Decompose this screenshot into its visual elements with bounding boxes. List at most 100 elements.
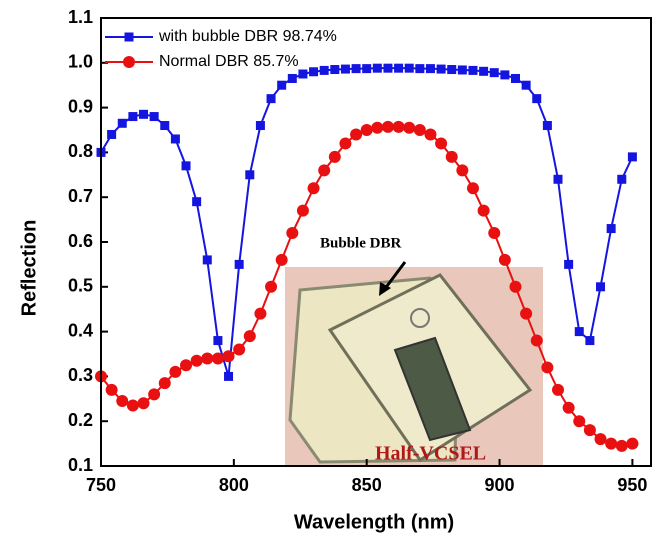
- x-tick-label: 800: [219, 475, 249, 495]
- y-tick-label: 0.6: [68, 231, 93, 251]
- marker: [328, 150, 341, 163]
- marker: [233, 343, 246, 356]
- marker: [381, 120, 394, 133]
- marker: [498, 253, 511, 266]
- marker: [180, 359, 193, 372]
- marker: [521, 80, 531, 90]
- marker: [436, 64, 446, 74]
- y-tick-label: 0.8: [68, 141, 93, 161]
- marker: [404, 63, 414, 73]
- marker: [350, 128, 363, 141]
- annotation: Half-VCSEL: [375, 443, 486, 465]
- marker: [585, 336, 595, 346]
- legend-marker: [124, 32, 134, 42]
- marker: [489, 68, 499, 78]
- y-axis-title: Reflection: [18, 220, 40, 317]
- marker: [318, 164, 331, 177]
- marker: [627, 152, 637, 162]
- marker: [192, 197, 202, 207]
- marker: [287, 73, 297, 83]
- marker: [424, 128, 437, 141]
- marker: [255, 121, 265, 131]
- marker: [562, 401, 575, 414]
- marker: [372, 63, 382, 73]
- marker: [413, 124, 426, 136]
- marker: [542, 121, 552, 131]
- marker: [275, 253, 288, 266]
- marker: [309, 67, 319, 77]
- x-tick-label: 750: [86, 475, 116, 495]
- marker: [222, 350, 235, 363]
- y-tick-label: 0.5: [68, 276, 93, 296]
- legend-label: with bubble DBR 98.74%: [158, 28, 337, 45]
- marker: [468, 65, 478, 75]
- marker: [107, 129, 117, 139]
- marker: [245, 170, 255, 180]
- marker: [394, 63, 404, 73]
- x-tick-label: 850: [352, 475, 382, 495]
- marker: [360, 124, 373, 136]
- legend-label: Normal DBR 85.7%: [159, 53, 299, 70]
- marker: [564, 259, 574, 269]
- x-tick-label: 950: [617, 475, 647, 495]
- plot-frame: [100, 17, 652, 467]
- marker: [169, 365, 182, 378]
- marker: [128, 112, 138, 122]
- marker: [615, 439, 628, 452]
- legend-marker: [123, 56, 135, 68]
- marker: [307, 182, 320, 195]
- marker: [509, 280, 522, 293]
- marker: [457, 65, 467, 75]
- marker: [201, 352, 214, 365]
- marker: [479, 66, 489, 76]
- marker: [552, 383, 565, 396]
- marker: [606, 224, 616, 234]
- marker: [330, 65, 340, 75]
- marker: [392, 120, 405, 133]
- marker: [445, 150, 458, 163]
- marker: [148, 388, 161, 401]
- marker: [181, 161, 191, 171]
- marker: [265, 280, 278, 293]
- marker: [126, 399, 139, 412]
- marker: [266, 94, 276, 104]
- marker: [403, 121, 416, 134]
- marker: [594, 433, 607, 446]
- x-tick-label: 900: [485, 475, 515, 495]
- marker: [371, 121, 384, 134]
- y-tick-label: 0.9: [68, 96, 93, 116]
- marker: [160, 121, 170, 131]
- marker: [190, 354, 203, 367]
- y-tick-label: 1.0: [68, 52, 93, 72]
- marker: [170, 134, 180, 144]
- y-tick-label: 0.3: [68, 365, 93, 385]
- y-tick-label: 0.1: [68, 455, 93, 475]
- marker: [466, 182, 479, 195]
- marker: [319, 65, 329, 75]
- y-tick-label: 0.2: [68, 410, 93, 430]
- marker: [362, 64, 372, 74]
- x-axis-title: Wavelength (nm): [294, 511, 454, 533]
- marker: [286, 227, 299, 240]
- marker: [243, 330, 256, 343]
- marker: [617, 174, 627, 184]
- marker: [574, 327, 584, 337]
- marker: [139, 109, 149, 119]
- marker: [298, 69, 308, 79]
- marker: [211, 352, 224, 365]
- marker: [573, 415, 586, 428]
- annotation: Bubble DBR: [320, 235, 401, 251]
- marker: [105, 383, 118, 396]
- y-tick-label: 0.4: [68, 320, 93, 340]
- marker: [541, 361, 554, 374]
- marker: [488, 227, 501, 240]
- marker: [351, 64, 361, 74]
- marker: [277, 80, 287, 90]
- marker: [296, 204, 309, 217]
- marker: [435, 137, 448, 150]
- marker: [626, 437, 639, 450]
- marker: [339, 137, 352, 150]
- marker: [510, 73, 520, 83]
- marker: [530, 334, 543, 347]
